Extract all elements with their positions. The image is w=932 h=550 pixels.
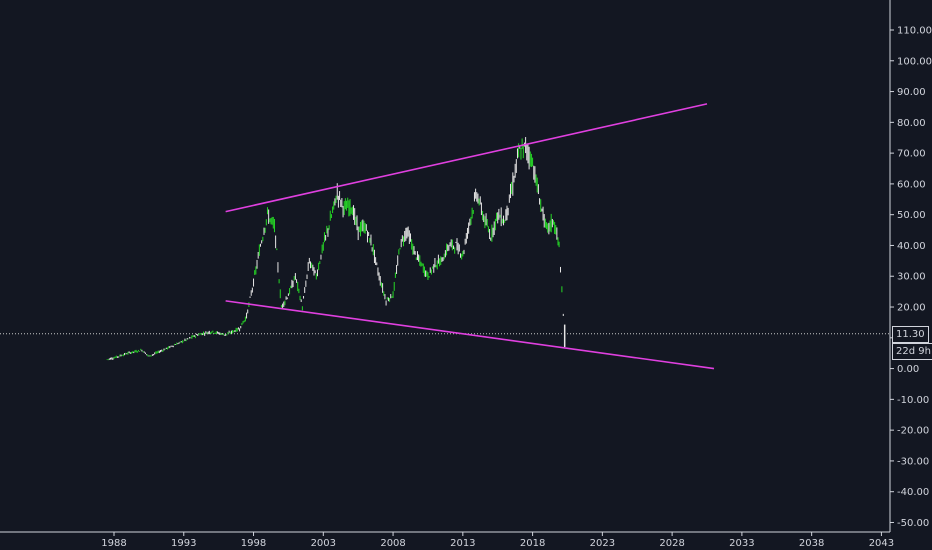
x-tick-label: 2028 xyxy=(659,538,684,549)
y-tick-label: 70.00 xyxy=(897,149,926,160)
y-tick-label: 30.00 xyxy=(897,272,926,283)
y-tick-label: 50.00 xyxy=(897,210,926,221)
x-tick-label: 1988 xyxy=(101,538,126,549)
bar-countdown-label: 22d 9h xyxy=(892,342,932,360)
y-tick-label: -40.00 xyxy=(897,487,929,498)
x-tick-label: 1998 xyxy=(241,538,266,549)
y-tick-label: 0.00 xyxy=(897,364,919,375)
y-tick-label: 110.00 xyxy=(897,26,932,37)
y-tick-label: 20.00 xyxy=(897,303,926,314)
x-tick-label: 2013 xyxy=(450,538,475,549)
y-tick-label: 90.00 xyxy=(897,87,926,98)
x-tick-label: 2043 xyxy=(869,538,894,549)
x-tick-label: 2038 xyxy=(799,538,824,549)
y-tick-label: 40.00 xyxy=(897,241,926,252)
y-tick-label: 60.00 xyxy=(897,179,926,190)
trendline-lower xyxy=(225,300,715,370)
y-tick-label: 80.00 xyxy=(897,118,926,129)
trendline-upper xyxy=(225,103,708,213)
y-tick-label: -50.00 xyxy=(897,518,929,529)
y-tick-label: -10.00 xyxy=(897,395,929,406)
x-tick-label: 2023 xyxy=(590,538,615,549)
current-price-label: 11.30 xyxy=(892,325,929,343)
y-tick-label: 100.00 xyxy=(897,56,932,67)
y-tick-label: -30.00 xyxy=(897,456,929,467)
x-tick-label: 1993 xyxy=(171,538,196,549)
x-tick-label: 2003 xyxy=(311,538,336,549)
x-tick-label: 2008 xyxy=(380,538,405,549)
x-tick-label: 2018 xyxy=(520,538,545,549)
y-tick-label: -20.00 xyxy=(897,426,929,437)
x-tick-label: 2033 xyxy=(729,538,754,549)
